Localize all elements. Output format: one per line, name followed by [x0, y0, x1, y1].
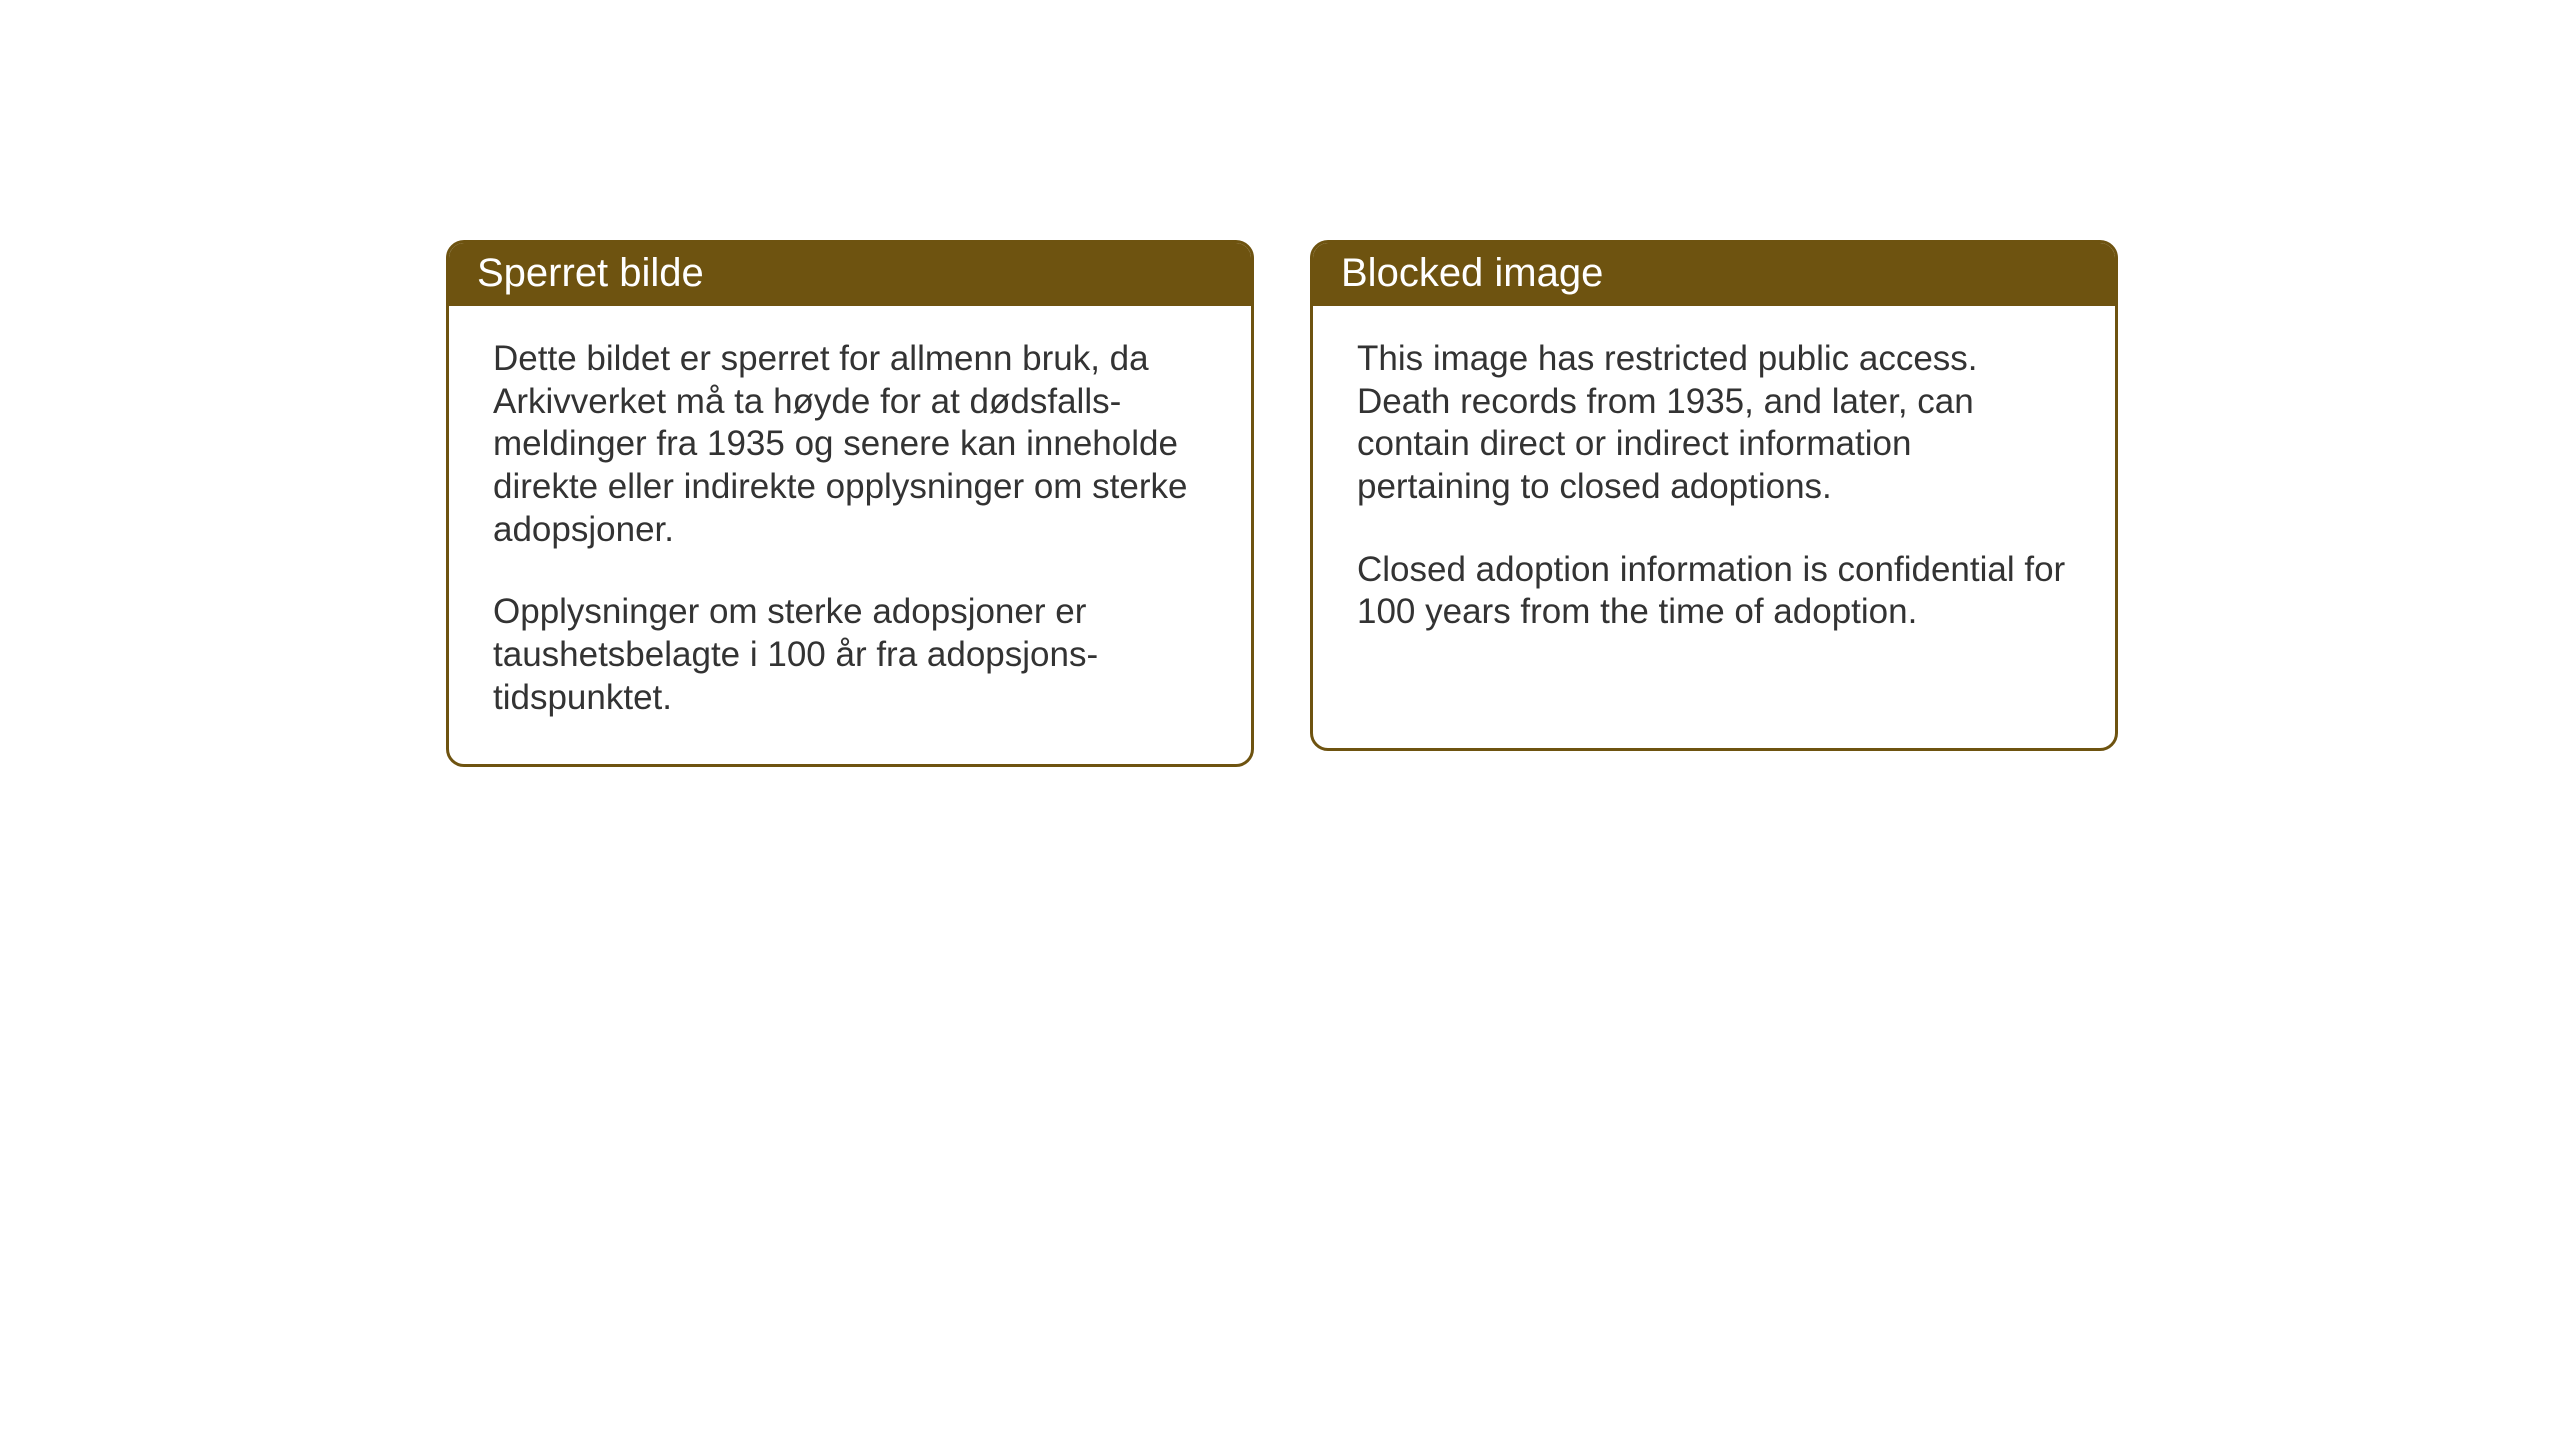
notice-container: Sperret bilde Dette bildet er sperret fo… [446, 240, 2118, 767]
notice-body-english: This image has restricted public access.… [1313, 306, 2115, 678]
notice-paragraph-1-norwegian: Dette bildet er sperret for allmenn bruk… [493, 338, 1207, 551]
notice-header-norwegian: Sperret bilde [449, 243, 1251, 306]
notice-paragraph-2-norwegian: Opplysninger om sterke adopsjoner er tau… [493, 591, 1207, 719]
notice-card-english: Blocked image This image has restricted … [1310, 240, 2118, 751]
notice-paragraph-2-english: Closed adoption information is confident… [1357, 549, 2071, 634]
notice-card-norwegian: Sperret bilde Dette bildet er sperret fo… [446, 240, 1254, 767]
notice-body-norwegian: Dette bildet er sperret for allmenn bruk… [449, 306, 1251, 764]
notice-header-english: Blocked image [1313, 243, 2115, 306]
notice-paragraph-1-english: This image has restricted public access.… [1357, 338, 2071, 509]
